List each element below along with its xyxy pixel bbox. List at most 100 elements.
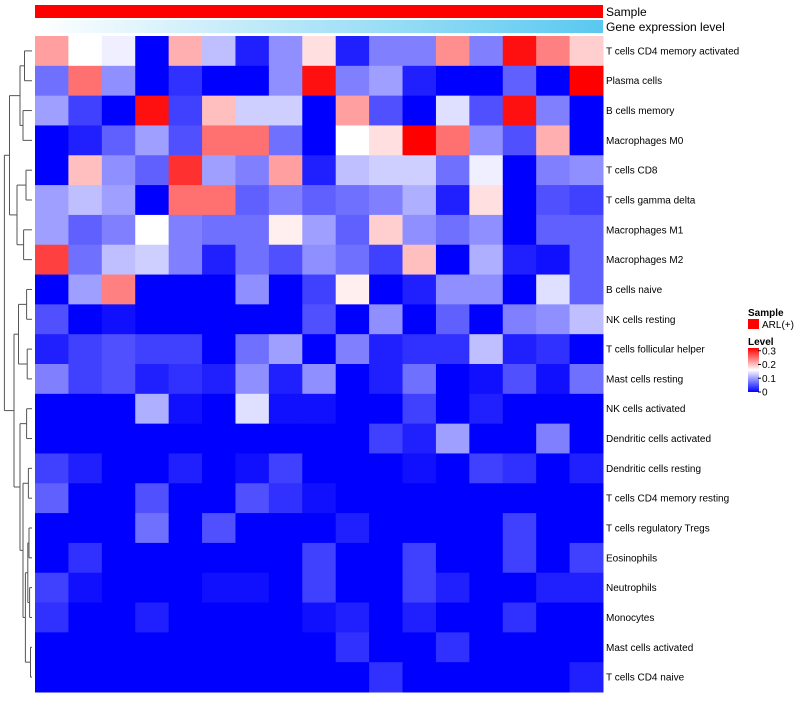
heatmap-cell [168,274,203,305]
heatmap-cell [435,364,470,395]
heatmap-cell [402,304,437,335]
row-label: Macrophages M0 [606,136,684,147]
heatmap-cell [101,513,136,544]
heatmap-cell [402,334,437,365]
heatmap-cell [235,36,270,67]
heatmap-cell [335,542,370,574]
heatmap-cell [536,125,571,156]
heatmap-cell [569,572,604,604]
heatmap-cell [135,125,170,156]
heatmap-cell [302,185,337,216]
heatmap-cell [302,364,337,395]
heatmap-cell [168,185,203,216]
heatmap-cell [235,453,270,484]
heatmap-cell [302,662,337,693]
heatmap-cell [469,483,504,514]
heatmap-cell [402,423,437,454]
heatmap-cell [235,65,270,97]
heatmap-cell [135,483,170,514]
heatmap-cell [168,95,203,126]
heatmap-cell [302,304,337,335]
row-label: Macrophages M2 [606,255,684,266]
heatmap-cell [202,423,236,454]
heatmap-cell [168,334,203,365]
heatmap-cell [202,244,236,276]
heatmap-cell [35,602,69,633]
heatmap-cell [402,453,437,484]
heatmap-cell [502,602,537,633]
heatmap-cell [369,334,404,365]
heatmap-cell [268,572,303,604]
heatmap-cell [469,304,504,335]
heatmap-cell [435,662,470,693]
heatmap-cell [68,274,103,305]
heatmap-cell [235,334,270,365]
heatmap-cell [369,125,404,156]
heatmap-cell [135,185,170,216]
heatmap-cell [168,36,203,67]
heatmap-cell [469,602,504,633]
heatmap-cell [569,125,604,156]
heatmap-cell [35,513,69,544]
heatmap-cell [168,542,203,574]
heatmap-cell [135,632,170,663]
heatmap-cell [469,632,504,663]
row-label: T cells CD4 memory activated [606,46,739,57]
heatmap-cell [202,513,236,544]
heatmap-cell [35,95,69,126]
heatmap-cell [536,185,571,216]
heatmap-cell [235,632,270,663]
heatmap-cells [35,36,604,693]
heatmap-cell [168,125,203,156]
heatmap-cell [435,393,470,425]
heatmap-cell [135,662,170,693]
heatmap-cell [302,244,337,276]
heatmap-cell [35,125,69,156]
heatmap-cell [402,364,437,395]
heatmap-cell [101,393,136,425]
row-label: Monocytes [606,613,654,624]
heatmap-cell [536,572,571,604]
heatmap-cell [35,423,69,454]
heatmap-cell [268,602,303,633]
legend-tick-label: 0.1 [762,374,776,385]
row-label: Mast cells activated [606,643,693,654]
heatmap-cell [469,214,504,246]
row-label: B cells memory [606,106,674,117]
heatmap-cell [135,95,170,126]
heatmap-cell [435,513,470,544]
row-label: Macrophages M1 [606,225,684,236]
heatmap-cell [202,65,236,97]
row-labels: T cells CD4 memory activated Plasma cells… [606,46,739,683]
heatmap-cell [68,334,103,365]
heatmap-cell [268,274,303,305]
heatmap-cell [268,662,303,693]
heatmap-cell [168,602,203,633]
heatmap-cell [101,95,136,126]
heatmap-cell [469,125,504,156]
heatmap-cell [235,602,270,633]
heatmap-cell [335,453,370,484]
heatmap-cell [335,185,370,216]
heatmap-cell [435,36,470,67]
row-label: T cells follicular helper [606,345,705,356]
heatmap-cell [569,65,604,97]
heatmap-cell [235,95,270,126]
heatmap-cell [502,95,537,126]
legend-level-colorbar [748,348,759,392]
heatmap-cell [101,334,136,365]
heatmap-cell [35,65,69,97]
heatmap-cell [168,393,203,425]
heatmap-cell [35,364,69,395]
heatmap-cell [469,542,504,574]
heatmap-cell [101,602,136,633]
heatmap-cell [168,483,203,514]
heatmap-cell [268,453,303,484]
row-label: T cells CD4 memory resting [606,494,729,505]
row-label: T cells CD8 [606,166,658,177]
heatmap-cell [235,244,270,276]
heatmap-cell [268,334,303,365]
heatmap-cell [335,483,370,514]
heatmap-cell [335,602,370,633]
heatmap-cell [202,662,236,693]
